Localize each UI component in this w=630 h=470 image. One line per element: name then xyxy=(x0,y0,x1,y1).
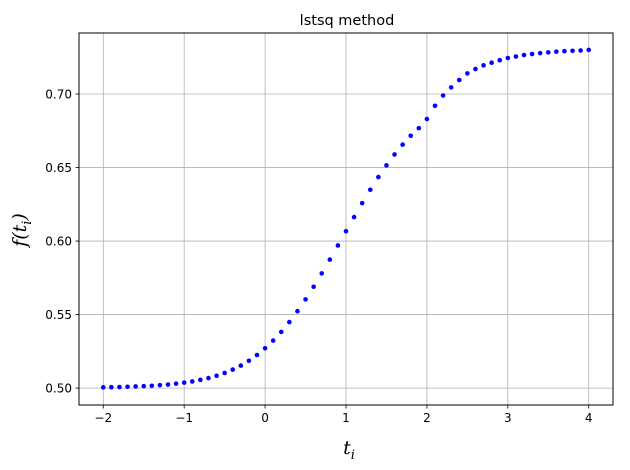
data-point xyxy=(432,103,438,109)
x-tick-label: 0 xyxy=(261,411,269,425)
y-tick-label: 0.65 xyxy=(45,161,72,175)
data-point xyxy=(198,377,203,383)
data-point xyxy=(303,297,308,302)
data-point xyxy=(505,55,511,61)
data-point xyxy=(424,116,430,122)
data-points xyxy=(100,47,592,390)
data-point xyxy=(173,381,179,386)
data-point xyxy=(465,71,470,76)
data-point xyxy=(521,52,527,58)
data-point xyxy=(489,60,494,66)
data-point xyxy=(100,385,106,390)
data-point xyxy=(125,384,130,390)
data-point xyxy=(392,152,397,157)
data-point xyxy=(222,370,227,376)
x-axis-label-base: t xyxy=(343,437,351,459)
data-point xyxy=(206,375,211,381)
data-point xyxy=(165,382,171,387)
y-axis-label-base: t xyxy=(9,224,31,232)
data-point xyxy=(262,345,268,351)
data-point xyxy=(149,383,155,389)
data-point xyxy=(554,49,559,54)
data-point xyxy=(278,329,284,335)
data-point xyxy=(416,125,422,131)
data-point xyxy=(562,48,567,54)
data-point xyxy=(367,187,373,193)
x-axis-label-subscript: i xyxy=(351,448,355,463)
data-point xyxy=(181,380,187,385)
y-axis-label-subscript: i xyxy=(20,221,35,225)
data-point xyxy=(327,257,333,262)
x-tick-label: 4 xyxy=(585,411,593,425)
data-point xyxy=(537,50,543,56)
x-axis-label: ti xyxy=(343,437,355,463)
data-point xyxy=(408,133,414,139)
data-point xyxy=(311,284,316,290)
data-point xyxy=(319,271,325,276)
data-point xyxy=(384,163,389,168)
data-point xyxy=(238,363,244,368)
grid xyxy=(79,33,613,405)
data-point xyxy=(246,358,252,364)
data-point xyxy=(440,93,446,98)
y-tick-label: 0.50 xyxy=(45,382,72,396)
data-point xyxy=(400,142,405,147)
data-point xyxy=(376,174,381,180)
y-tick-label: 0.55 xyxy=(45,308,72,322)
data-point xyxy=(133,384,138,389)
y-tick-label: 0.70 xyxy=(45,88,72,102)
data-point xyxy=(481,63,486,68)
data-point xyxy=(157,382,163,388)
data-point xyxy=(117,384,122,390)
data-point xyxy=(586,47,592,53)
data-point xyxy=(529,51,535,57)
data-point xyxy=(230,367,236,372)
data-point xyxy=(109,384,114,390)
data-point xyxy=(359,200,365,206)
data-point xyxy=(141,383,147,389)
data-point xyxy=(254,352,260,358)
x-tick-label: 1 xyxy=(342,411,350,425)
x-tick-label: −1 xyxy=(175,411,193,425)
chart-title: lstsq method xyxy=(300,13,395,29)
data-point xyxy=(343,228,349,234)
ticks: −2 −1 0 1 2 3 4 0.50 0.55 0.60 0.65 0.70 xyxy=(45,88,592,425)
data-point xyxy=(570,48,575,54)
x-tick-label: 2 xyxy=(423,411,431,425)
data-point xyxy=(578,48,583,53)
data-point xyxy=(456,77,462,83)
data-point xyxy=(497,57,503,63)
y-axis-label: f(ti) xyxy=(9,213,35,249)
data-point xyxy=(473,66,478,72)
data-point xyxy=(513,54,519,59)
data-point xyxy=(214,373,219,379)
data-point xyxy=(270,338,276,343)
data-point xyxy=(351,214,357,220)
data-point xyxy=(295,308,300,314)
x-tick-label: −2 xyxy=(94,411,112,425)
data-point xyxy=(335,243,341,248)
y-tick-label: 0.60 xyxy=(45,235,72,249)
y-axis-label-close: ) xyxy=(9,213,31,221)
x-tick-label: 3 xyxy=(504,411,512,425)
data-point xyxy=(448,85,454,90)
data-point xyxy=(189,379,195,384)
y-axis-label-func: f( xyxy=(9,232,31,249)
data-point xyxy=(287,319,292,325)
data-point xyxy=(545,50,551,55)
